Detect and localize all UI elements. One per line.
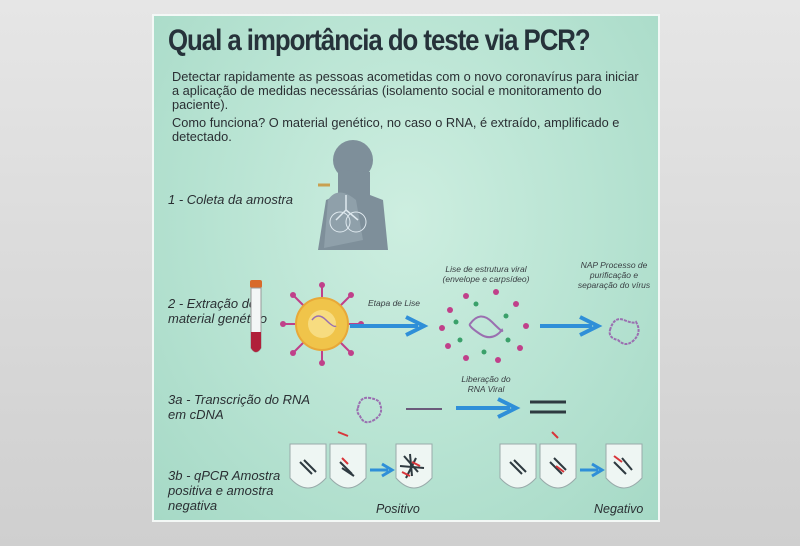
page-title: Qual a importância do teste via PCR? [168, 24, 591, 57]
step-3b-label: 3b - qPCR Amostra positiva e amostra neg… [168, 468, 281, 513]
liberacao-note: Liberação do RNA Viral [461, 374, 511, 394]
rna-strand-icon [356, 396, 383, 424]
positive-reaction-tubes [289, 431, 433, 489]
etapa-lise-note: Etapa de Lise [368, 298, 420, 308]
infographic-card: Qual a importância do teste via PCR? Det… [152, 14, 660, 522]
step-3a-label: 3a - Transcrição do RNA em cDNA [168, 392, 310, 422]
intro-text: Detectar rapidamente as pessoas acometid… [172, 69, 639, 112]
negative-result-label: Negativo [594, 502, 644, 516]
virus-icon [280, 282, 364, 366]
step-1-label: 1 - Coleta da amostra [168, 192, 294, 207]
lysed-virus-icon [439, 289, 529, 363]
positive-result-label: Positivo [376, 502, 420, 516]
step-2-label: 2 - Extração de material genético [168, 296, 267, 326]
human-silhouette-icon [318, 140, 388, 250]
negative-reaction-tubes [499, 431, 643, 489]
cdna-strand-icon [406, 408, 442, 410]
arrow-icon [540, 315, 603, 337]
test-tube-icon [250, 280, 262, 353]
lise-note: Lise de estrutura viral (envelope e carp… [442, 264, 530, 284]
double-strand-icon [530, 400, 566, 414]
rna-strand-icon [608, 318, 640, 345]
arrow-icon [350, 315, 429, 337]
nap-note: NAP Processo de purificação e separação … [577, 260, 651, 290]
arrow-icon [456, 397, 521, 419]
how-it-works-text: Como funciona? O material genético, no c… [172, 115, 620, 144]
